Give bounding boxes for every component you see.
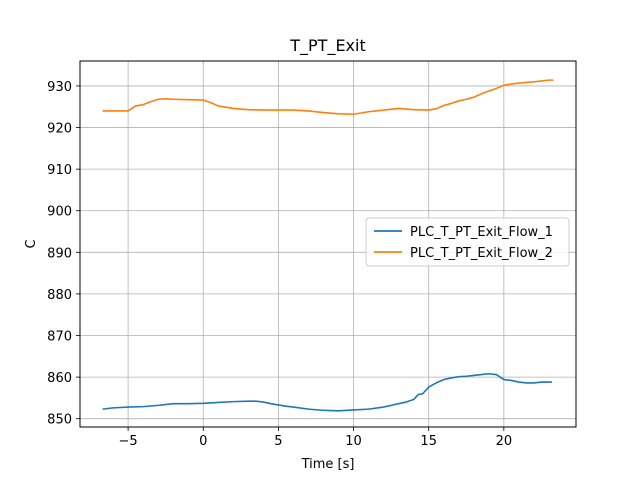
y-tick-label: 900	[47, 205, 72, 220]
plot-frame	[79, 60, 577, 428]
tick-marks	[76, 85, 505, 431]
x-tick-label: 5	[274, 434, 282, 449]
y-axis-label: C	[24, 239, 39, 248]
x-tick-label: 0	[199, 434, 207, 449]
y-tick-label: 910	[47, 163, 72, 178]
chart-title: T_PT_Exit	[289, 36, 366, 56]
x-tick-label: 20	[496, 434, 513, 449]
x-tick-labels: −5 0 5 10 15 20	[119, 434, 513, 449]
x-tick-label: −5	[119, 434, 138, 449]
y-tick-label: 870	[47, 330, 72, 345]
series-line-2	[102, 79, 554, 116]
x-tick-label: 15	[420, 434, 437, 449]
legend-entry-1: PLC_T_PT_Exit_Flow_1	[410, 225, 553, 240]
series-lines	[102, 79, 554, 412]
y-tick-label: 860	[47, 371, 72, 386]
y-tick-labels: 850 860 870 880 890 900 910 920 930	[47, 80, 72, 428]
y-tick-label: 890	[47, 246, 72, 261]
y-tick-label: 850	[47, 413, 72, 428]
y-tick-label: 930	[47, 80, 72, 95]
legend: PLC_T_PT_Exit_Flow_1 PLC_T_PT_Exit_Flow_2	[365, 217, 570, 267]
x-axis-label: Time [s]	[301, 457, 355, 472]
legend-entry-2: PLC_T_PT_Exit_Flow_2	[410, 246, 553, 261]
series-line-1	[102, 372, 552, 412]
x-tick-label: 10	[345, 434, 362, 449]
y-tick-label: 880	[47, 288, 72, 303]
legend-box	[365, 217, 570, 267]
y-tick-label: 920	[47, 122, 72, 137]
